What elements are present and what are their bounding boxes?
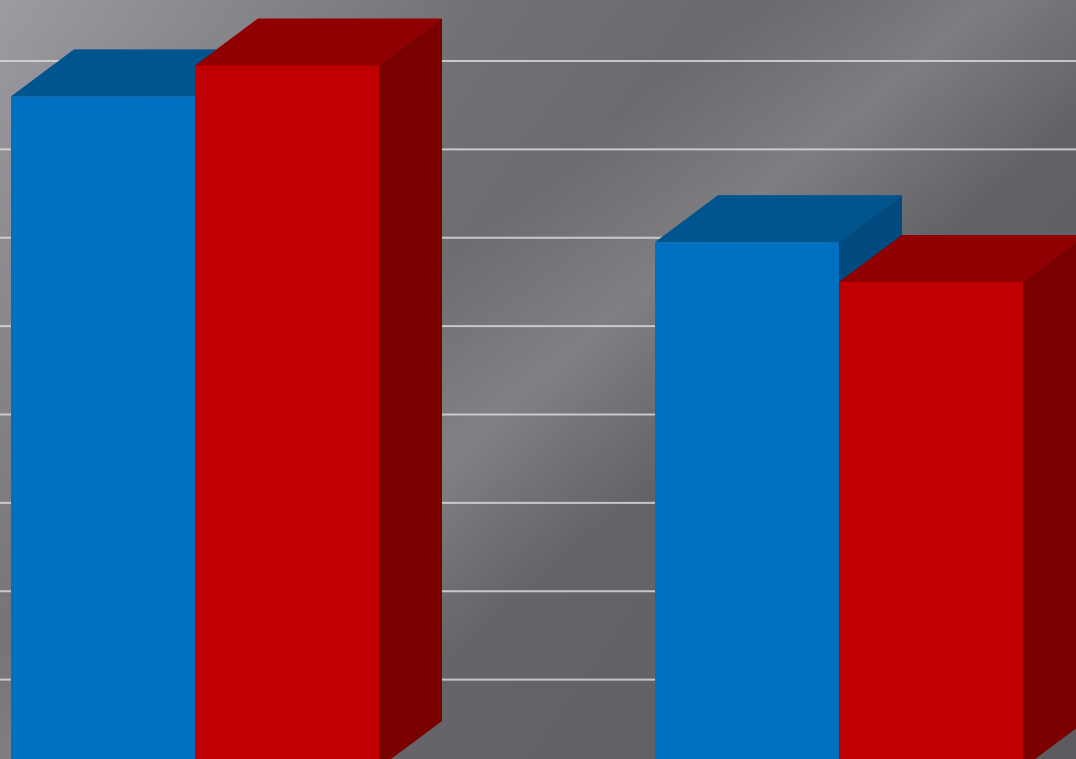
bar-side-face bbox=[1023, 242, 1076, 759]
bar-front-face bbox=[195, 65, 379, 759]
bar-top-face bbox=[655, 195, 902, 243]
bar-front-face bbox=[839, 281, 1023, 759]
bar-front-face bbox=[655, 242, 839, 759]
bar-top-face bbox=[839, 234, 1076, 282]
bar-top-face bbox=[195, 18, 442, 66]
bar bbox=[839, 234, 1076, 759]
bars bbox=[11, 18, 1076, 759]
bar-front-face bbox=[11, 96, 195, 759]
bar bbox=[195, 18, 442, 759]
bar-side-face bbox=[379, 18, 442, 759]
